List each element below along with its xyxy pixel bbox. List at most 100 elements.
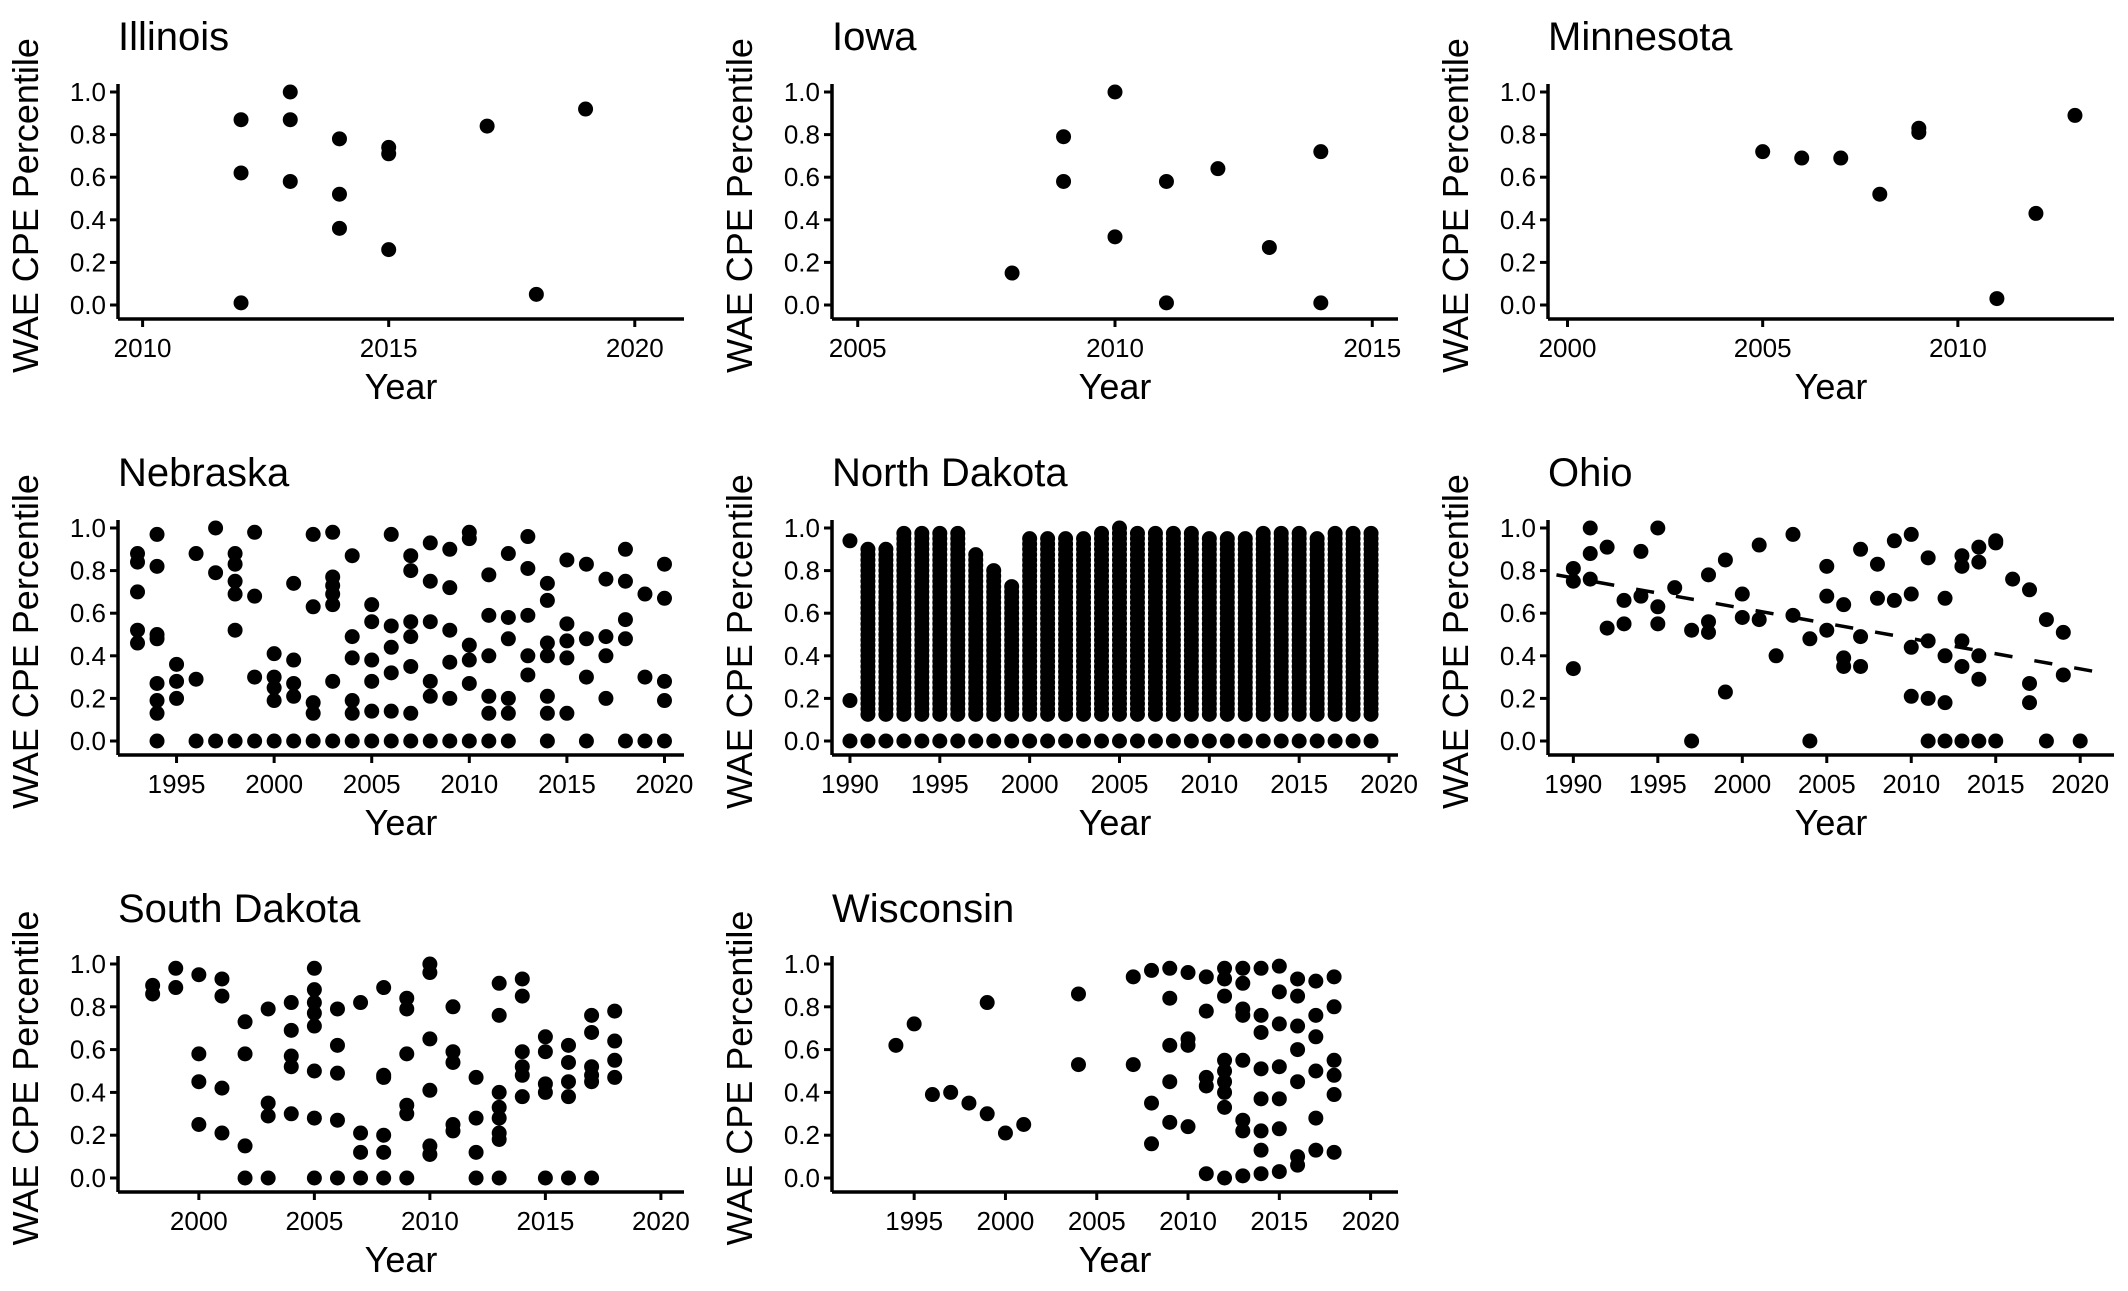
data-point	[364, 703, 380, 719]
data-point	[1217, 1170, 1233, 1186]
data-point	[1291, 525, 1307, 541]
data-point	[1309, 733, 1325, 749]
data-point	[1198, 1166, 1214, 1182]
y-tick-label: 0.2	[784, 1120, 820, 1150]
data-point	[1040, 531, 1056, 547]
data-point	[442, 580, 458, 596]
data-point	[422, 614, 438, 630]
panel-title: Iowa	[832, 15, 917, 59]
data-point	[306, 960, 322, 976]
data-point	[491, 1007, 507, 1023]
y-tick-label: 0.8	[1500, 556, 1536, 586]
data-point	[2022, 695, 2038, 711]
data-point	[1040, 733, 1056, 749]
data-point	[1261, 239, 1277, 255]
data-point	[260, 1170, 276, 1186]
data-point	[1308, 973, 1324, 989]
data-point	[149, 705, 165, 721]
data-point	[481, 607, 497, 623]
data-point	[1971, 554, 1987, 570]
y-tick-label: 1.0	[1500, 513, 1536, 543]
panel-iowa: Iowa 0.0 0.2 0.4 0.6 0.8 1.0 2005 2010 2015 Year WA…	[719, 15, 1401, 407]
data-point	[422, 688, 438, 704]
data-point	[329, 1037, 345, 1053]
data-point	[481, 567, 497, 583]
data-point	[1271, 1059, 1287, 1075]
data-point	[1253, 1166, 1269, 1182]
data-point	[442, 622, 458, 638]
data-point	[376, 1170, 392, 1186]
data-point	[461, 675, 477, 691]
data-point	[491, 1170, 507, 1186]
data-point	[584, 1170, 600, 1186]
data-point	[537, 1029, 553, 1045]
x-tick-label: 2020	[2051, 769, 2109, 799]
data-point	[233, 112, 249, 128]
data-point	[1253, 1091, 1269, 1107]
x-tick-label: 2015	[360, 333, 418, 363]
data-point	[1162, 1037, 1178, 1053]
trend-line-segment	[1715, 601, 1734, 609]
y-tick-label: 0.8	[784, 992, 820, 1022]
data-point	[500, 631, 516, 647]
data-point	[860, 541, 876, 557]
data-point	[1308, 1063, 1324, 1079]
data-point	[896, 733, 912, 749]
data-point	[1255, 733, 1271, 749]
y-tick-label: 0.2	[784, 683, 820, 713]
data-point	[214, 1125, 230, 1141]
data-point	[578, 631, 594, 647]
data-point	[560, 1054, 576, 1070]
y-axis-title: WAE CPE Percentile	[5, 911, 46, 1246]
data-point	[559, 650, 575, 666]
data-point	[344, 650, 360, 666]
data-point	[1022, 733, 1038, 749]
panel-title: Minnesota	[1548, 15, 1733, 59]
data-point	[344, 548, 360, 564]
y-tick-label: 0.6	[1500, 162, 1536, 192]
data-point	[286, 733, 302, 749]
data-point	[1219, 531, 1235, 547]
data-point	[445, 999, 461, 1015]
data-point	[383, 703, 399, 719]
trend-line-segment	[1556, 573, 1575, 580]
y-tick-label: 0.2	[1500, 683, 1536, 713]
data-point	[1253, 1007, 1269, 1023]
data-point	[539, 688, 555, 704]
data-point	[1076, 531, 1092, 547]
data-point	[1701, 624, 1717, 640]
data-point	[325, 733, 341, 749]
data-point	[1920, 733, 1936, 749]
data-point	[130, 584, 146, 600]
x-tick-label: 2000	[170, 1206, 228, 1236]
data-point	[1582, 546, 1598, 562]
data-point	[149, 733, 165, 749]
data-point	[1210, 161, 1226, 177]
data-point	[260, 1108, 276, 1124]
data-point	[422, 1146, 438, 1162]
data-point	[266, 733, 282, 749]
data-point	[247, 733, 263, 749]
panel-wisconsin: Wisconsin 0.0 0.2 0.4 0.6 0.8 1.0 1995 2000 2005 2…	[719, 887, 1400, 1280]
data-point	[617, 631, 633, 647]
data-point	[149, 558, 165, 574]
data-point	[1253, 1061, 1269, 1077]
data-point	[1070, 986, 1086, 1002]
x-tick-label: 2020	[606, 333, 664, 363]
x-tick-label: 2010	[114, 333, 172, 363]
panel-nebraska: Nebraska 0.0 0.2 0.4 0.6 0.8 1.0 1995 2000 2005 20…	[5, 451, 693, 843]
data-point	[500, 546, 516, 562]
y-tick-label: 0.8	[70, 992, 106, 1022]
panel-minnesota: Minnesota 0.0 0.2 0.4 0.6 0.8 1.0 2000 2005 2010 Y…	[1435, 15, 2114, 407]
data-point	[1217, 971, 1233, 987]
data-point	[191, 967, 207, 983]
data-point	[1971, 671, 1987, 687]
data-point	[2005, 571, 2021, 587]
trend-line-segment	[1834, 623, 1854, 630]
data-point	[1056, 129, 1072, 145]
trend-line-segment	[1635, 587, 1655, 595]
data-point	[1717, 552, 1733, 568]
data-point	[2022, 582, 2038, 598]
x-tick-label: 1990	[821, 769, 879, 799]
y-tick-label: 0.2	[70, 247, 106, 277]
